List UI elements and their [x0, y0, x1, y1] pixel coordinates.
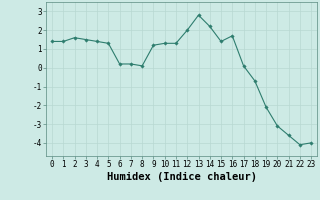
- X-axis label: Humidex (Indice chaleur): Humidex (Indice chaleur): [107, 172, 257, 182]
